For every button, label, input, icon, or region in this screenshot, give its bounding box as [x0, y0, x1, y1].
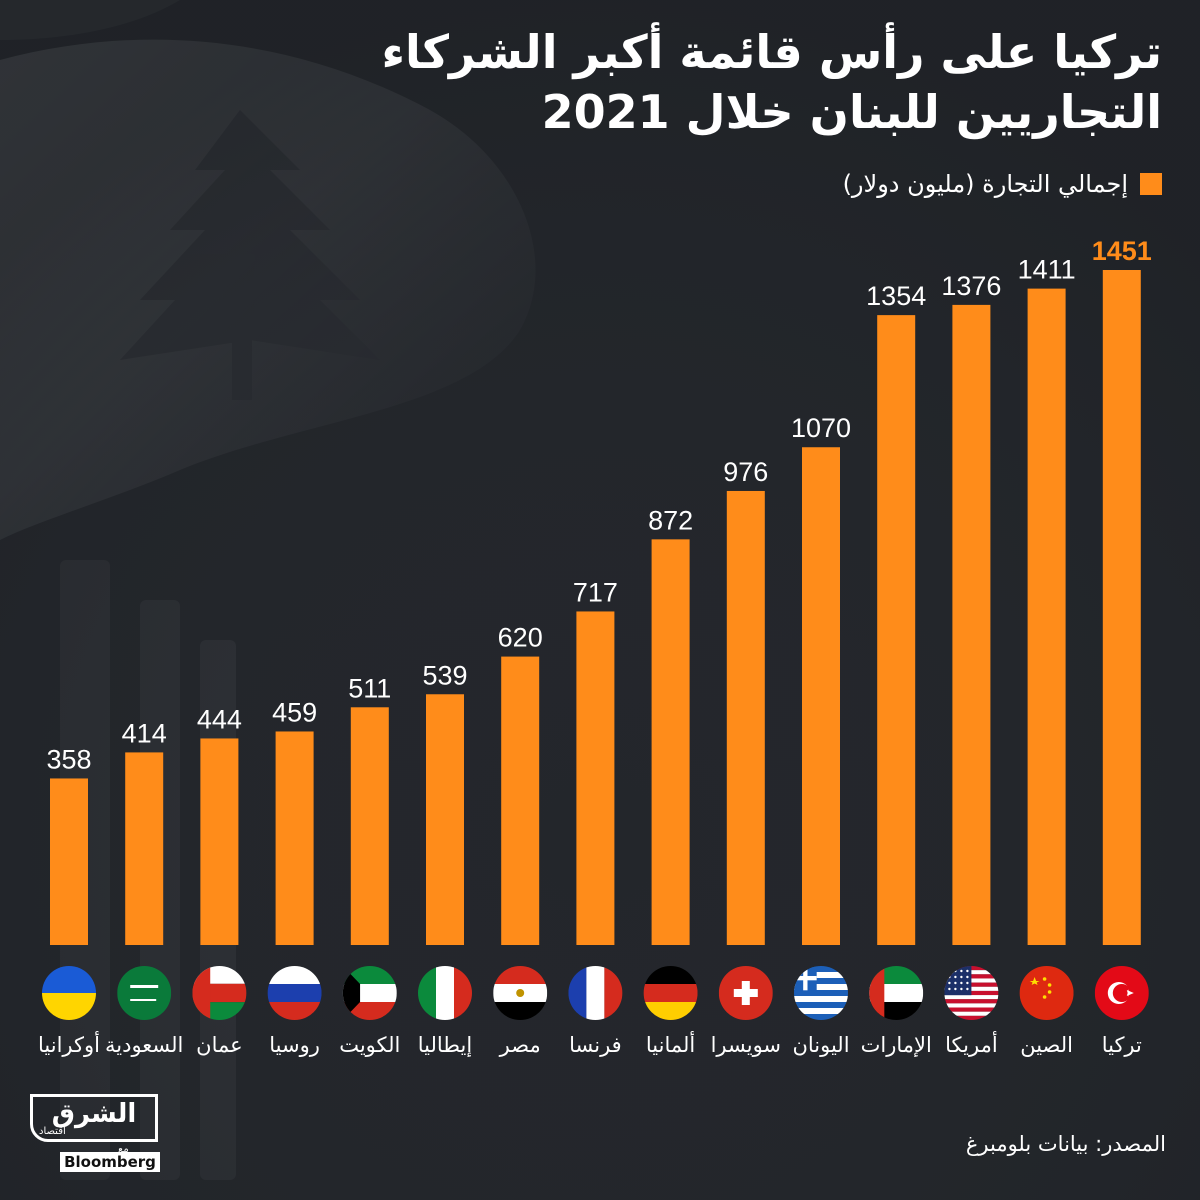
legend-swatch: [1140, 173, 1162, 195]
ukraine-flag-icon: [42, 966, 96, 1020]
data-label: 511: [348, 673, 391, 703]
category-label: أوكرانيا: [38, 1031, 100, 1057]
bar: [952, 304, 991, 945]
logo-with-text: مع: [118, 1144, 129, 1155]
logo-sub-text: اقتصاد: [39, 1126, 66, 1137]
data-label: 444: [197, 704, 242, 734]
chart-title-line-1: تركيا على رأس قائمة أكبر الشركاء: [381, 25, 1162, 79]
data-label: 1451: [1092, 236, 1152, 266]
category-label: ألمانيا: [646, 1031, 695, 1057]
legend-label: إجمالي التجارة (مليون دولار): [842, 170, 1128, 198]
bar: [877, 315, 916, 946]
category-label: روسيا: [269, 1033, 320, 1057]
category-label: الصين: [1020, 1033, 1073, 1057]
russia-flag-icon: [267, 966, 322, 1020]
logo-brand: Bloomberg: [60, 1152, 160, 1172]
switzerland-flag-icon: [718, 966, 773, 1020]
data-label: 539: [422, 660, 467, 690]
legend: إجمالي التجارة (مليون دولار): [843, 170, 1162, 198]
data-label: 358: [46, 744, 91, 774]
chart-title-line-2: التجاريين للبنان خلال 2021: [541, 85, 1162, 139]
kuwait-flag-icon: [342, 966, 397, 1020]
category-label: الإمارات: [861, 1033, 932, 1057]
category-label: السعودية: [105, 1033, 183, 1057]
bar: [651, 539, 690, 945]
category-label: الكويت: [339, 1033, 400, 1057]
bar: [1102, 270, 1141, 945]
category-label: سويسرا: [711, 1033, 781, 1057]
chart-title: تركيا على رأس قائمة أكبر الشركاء التجاري…: [262, 22, 1162, 142]
france-flag-icon: [568, 966, 623, 1020]
category-label: اليونان: [792, 1033, 849, 1057]
bar: [50, 778, 88, 945]
saudi-arabia-flag-icon: [117, 966, 172, 1020]
logo-box: الشرق اقتصاد: [30, 1094, 158, 1142]
germany-flag-icon: [643, 966, 698, 1020]
category-label: تركيا: [1102, 1033, 1142, 1057]
bar: [200, 738, 239, 945]
data-label: 717: [573, 577, 618, 607]
logo-main-text: الشرق: [51, 1099, 137, 1129]
data-label: 1376: [941, 271, 1001, 301]
data-label: 414: [122, 718, 167, 748]
data-label: 1354: [866, 281, 926, 311]
usa-flag-icon: [944, 966, 999, 1020]
data-label: 976: [723, 457, 768, 487]
category-label: مصر: [499, 1033, 541, 1057]
category-label: أمريكا: [945, 1031, 998, 1057]
bar: [501, 656, 540, 945]
greece-flag-icon: [794, 966, 848, 1020]
category-label: إيطاليا: [418, 1033, 472, 1058]
bar: [1027, 288, 1066, 945]
data-label: 1070: [791, 413, 851, 443]
china-flag-icon: [1019, 966, 1074, 1020]
bar: [275, 731, 314, 945]
data-label: 872: [648, 505, 693, 535]
uae-flag-icon: [869, 966, 924, 1020]
category-label: عمان: [196, 1033, 243, 1057]
data-label: 620: [498, 623, 543, 653]
bar: [576, 611, 615, 945]
asharq-bloomberg-logo: الشرق اقتصاد مع Bloomberg: [30, 1094, 162, 1172]
turkey-flag-icon: [1094, 966, 1149, 1020]
bar: [125, 752, 164, 945]
source-note: المصدر: بيانات بلومبرغ: [965, 1132, 1166, 1156]
italy-flag-icon: [418, 966, 472, 1020]
oman-flag-icon: [192, 966, 247, 1020]
bar: [350, 707, 389, 945]
category-label: فرنسا: [569, 1033, 622, 1057]
bar: [426, 694, 464, 945]
egypt-flag-icon: [493, 966, 548, 1020]
data-label: 1411: [1018, 255, 1076, 285]
data-label: 459: [272, 697, 317, 727]
bar: [802, 447, 840, 945]
bar: [726, 490, 765, 945]
